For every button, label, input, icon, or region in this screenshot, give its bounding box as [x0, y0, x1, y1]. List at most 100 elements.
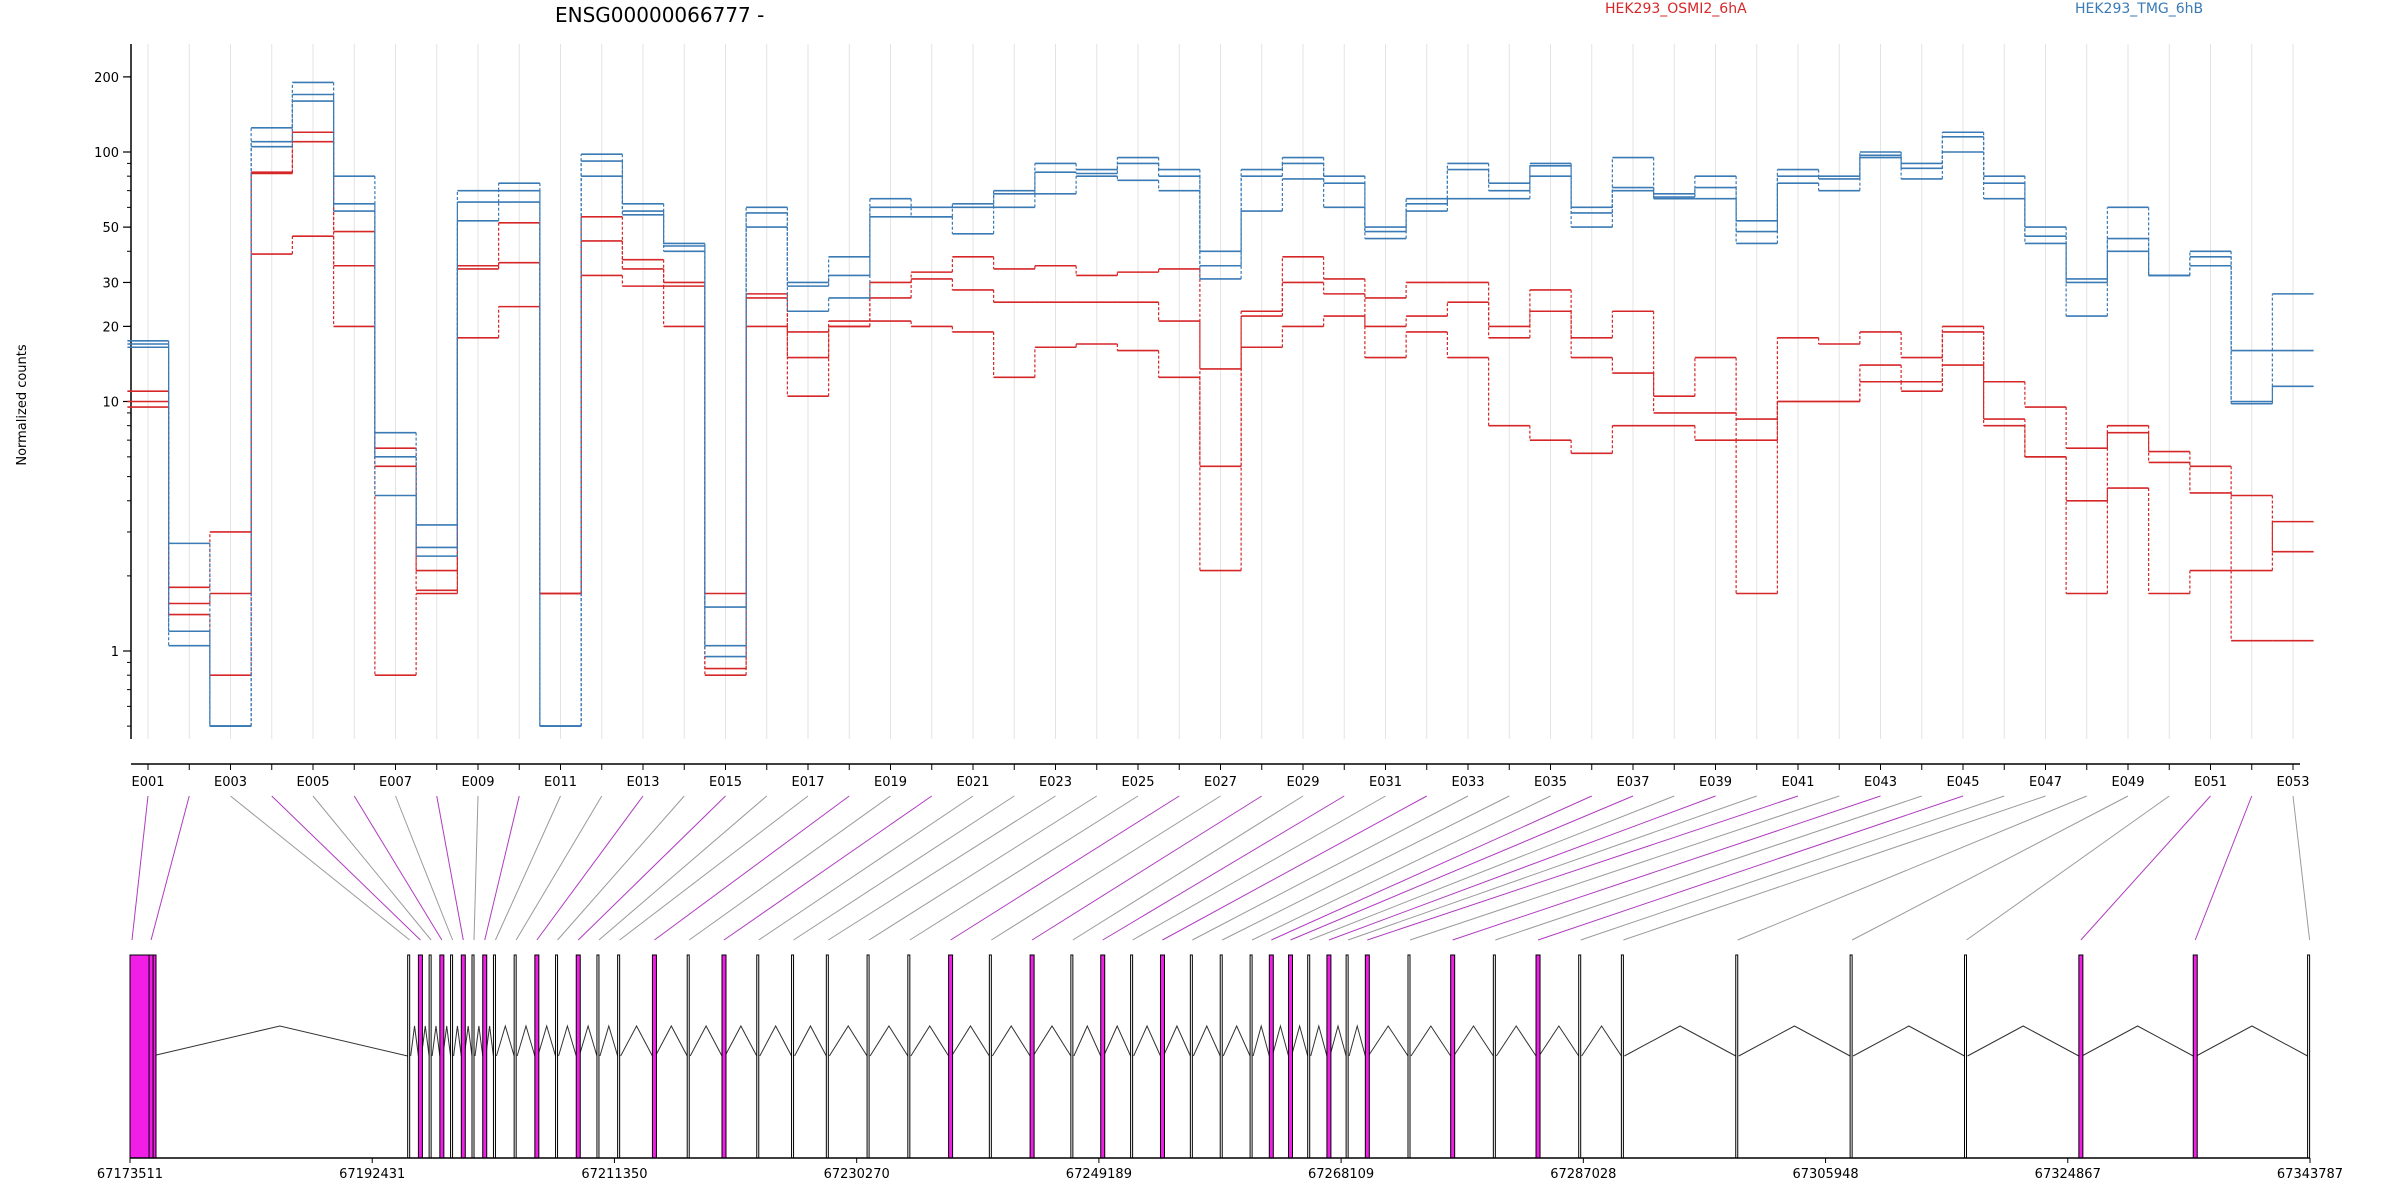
- connector-e046: [1580, 795, 2005, 941]
- connector-e015: [577, 795, 726, 941]
- exon-box-e006: [439, 954, 445, 1159]
- exon-box-e029: [1070, 954, 1074, 1159]
- data-series: [127, 81, 2314, 727]
- exon-box-e051: [2078, 954, 2084, 1159]
- connector-e001: [131, 795, 149, 941]
- intron-2: [151, 1025, 408, 1057]
- exon-box-e008: [460, 954, 466, 1159]
- x-tick-label: E051: [2194, 775, 2227, 790]
- exon-connector-lines: [131, 795, 2311, 941]
- exon-box-e028: [1029, 954, 1035, 1159]
- connector-e033: [1192, 795, 1469, 941]
- intron-45: [1538, 1025, 1580, 1057]
- intron-47: [1624, 1025, 1736, 1057]
- connector-e044: [1495, 795, 1922, 941]
- intron-27: [991, 1025, 1031, 1057]
- connector-e037: [1290, 795, 1634, 941]
- intron-50: [1967, 1025, 2080, 1057]
- x-tick-label: E003: [214, 775, 247, 790]
- exon-box-e040: [1345, 954, 1349, 1159]
- connector-e017: [619, 795, 809, 941]
- series-tmg-5: [127, 93, 2314, 727]
- y-tick-label: 1: [111, 645, 119, 660]
- intron-51: [2081, 1025, 2194, 1057]
- genomic-tick-label: 67249189: [1066, 1167, 1132, 1182]
- intron-21: [759, 1024, 792, 1057]
- intron-24: [869, 1025, 909, 1057]
- legend-entry-osmi2: HEK293_OSMI2_6hA: [1605, 1, 1747, 17]
- x-tick-label: E005: [296, 775, 329, 790]
- exon-box-e046: [1578, 954, 1582, 1159]
- intron-30: [1103, 1024, 1132, 1057]
- intron-34: [1222, 1024, 1251, 1057]
- connector-e003: [230, 795, 410, 941]
- connector-e053: [2292, 795, 2311, 941]
- exon-box-e050: [1963, 954, 1967, 1159]
- exon-box-e033: [1189, 954, 1193, 1159]
- x-tick-label: E037: [1616, 775, 1649, 790]
- exon-box-e021: [756, 954, 760, 1159]
- exon-box-e042: [1407, 954, 1411, 1159]
- exon-box-e025: [907, 954, 911, 1159]
- connector-e040: [1347, 795, 1757, 941]
- exon-box-e044: [1492, 954, 1496, 1159]
- connector-e047: [1623, 795, 2046, 941]
- intron-13: [537, 1024, 557, 1057]
- exon-box-e007: [450, 954, 454, 1159]
- exon-box-e036: [1268, 954, 1274, 1159]
- exon-box-e016: [596, 954, 600, 1159]
- y-axis-label: Normalized counts: [15, 344, 30, 466]
- intron-39: [1329, 1024, 1347, 1057]
- intron-26: [951, 1025, 990, 1057]
- y-tick-label: 20: [102, 320, 119, 335]
- exon-box-e037: [1288, 954, 1294, 1159]
- exon-box-e014: [555, 954, 559, 1159]
- exon-box-e019: [686, 954, 690, 1159]
- intron-29: [1073, 1024, 1102, 1057]
- intron-52: [2195, 1025, 2308, 1057]
- genomic-tick-label: 67192431: [339, 1167, 405, 1182]
- connector-e045: [1537, 795, 1964, 941]
- exon-box-e015: [575, 954, 581, 1159]
- intron-12: [516, 1024, 536, 1057]
- exon-box-e005: [428, 954, 432, 1159]
- intron-48: [1738, 1025, 1851, 1057]
- intron-33: [1192, 1024, 1221, 1057]
- connector-e038: [1309, 795, 1675, 941]
- x-tick-label: E007: [379, 775, 412, 790]
- connector-e007: [395, 795, 454, 941]
- x-tick-label: E013: [626, 775, 659, 790]
- intron-23: [828, 1025, 868, 1057]
- intron-40: [1348, 1024, 1366, 1057]
- y-tick-label: 10: [102, 396, 119, 411]
- intron-42: [1410, 1025, 1452, 1057]
- x-tick-label: E021: [956, 775, 989, 790]
- exon-box-e026: [948, 954, 954, 1159]
- connector-e031: [1132, 795, 1386, 941]
- exon-box-e032: [1159, 954, 1165, 1159]
- exon-box-e053: [2307, 954, 2311, 1159]
- intron-9: [474, 1025, 484, 1057]
- connector-e028: [1031, 795, 1263, 941]
- connector-e019: [688, 795, 891, 941]
- x-tick-label: E045: [1946, 775, 1979, 790]
- intron-19: [689, 1024, 723, 1057]
- exon-box-e047: [1620, 954, 1624, 1159]
- connector-e043: [1452, 795, 1881, 941]
- connector-e035: [1251, 795, 1551, 941]
- x-tick-label: E011: [544, 775, 577, 790]
- exon-box-e010: [482, 954, 488, 1159]
- connector-e012: [515, 795, 603, 941]
- axes: 1 10 20 30 50 100 200 E001 E003 E005 E007 E009 E011 E…: [94, 44, 2310, 790]
- connector-e027: [991, 795, 1221, 941]
- intron-28: [1032, 1025, 1072, 1057]
- x-tick-label: E041: [1781, 775, 1814, 790]
- intron-31: [1133, 1024, 1161, 1057]
- x-tick-label: E023: [1039, 775, 1072, 790]
- intron-36: [1271, 1024, 1289, 1057]
- connector-e024: [868, 795, 1098, 941]
- connector-e013: [536, 795, 644, 941]
- exon-box-e039: [1326, 954, 1332, 1159]
- connector-e036: [1271, 795, 1592, 941]
